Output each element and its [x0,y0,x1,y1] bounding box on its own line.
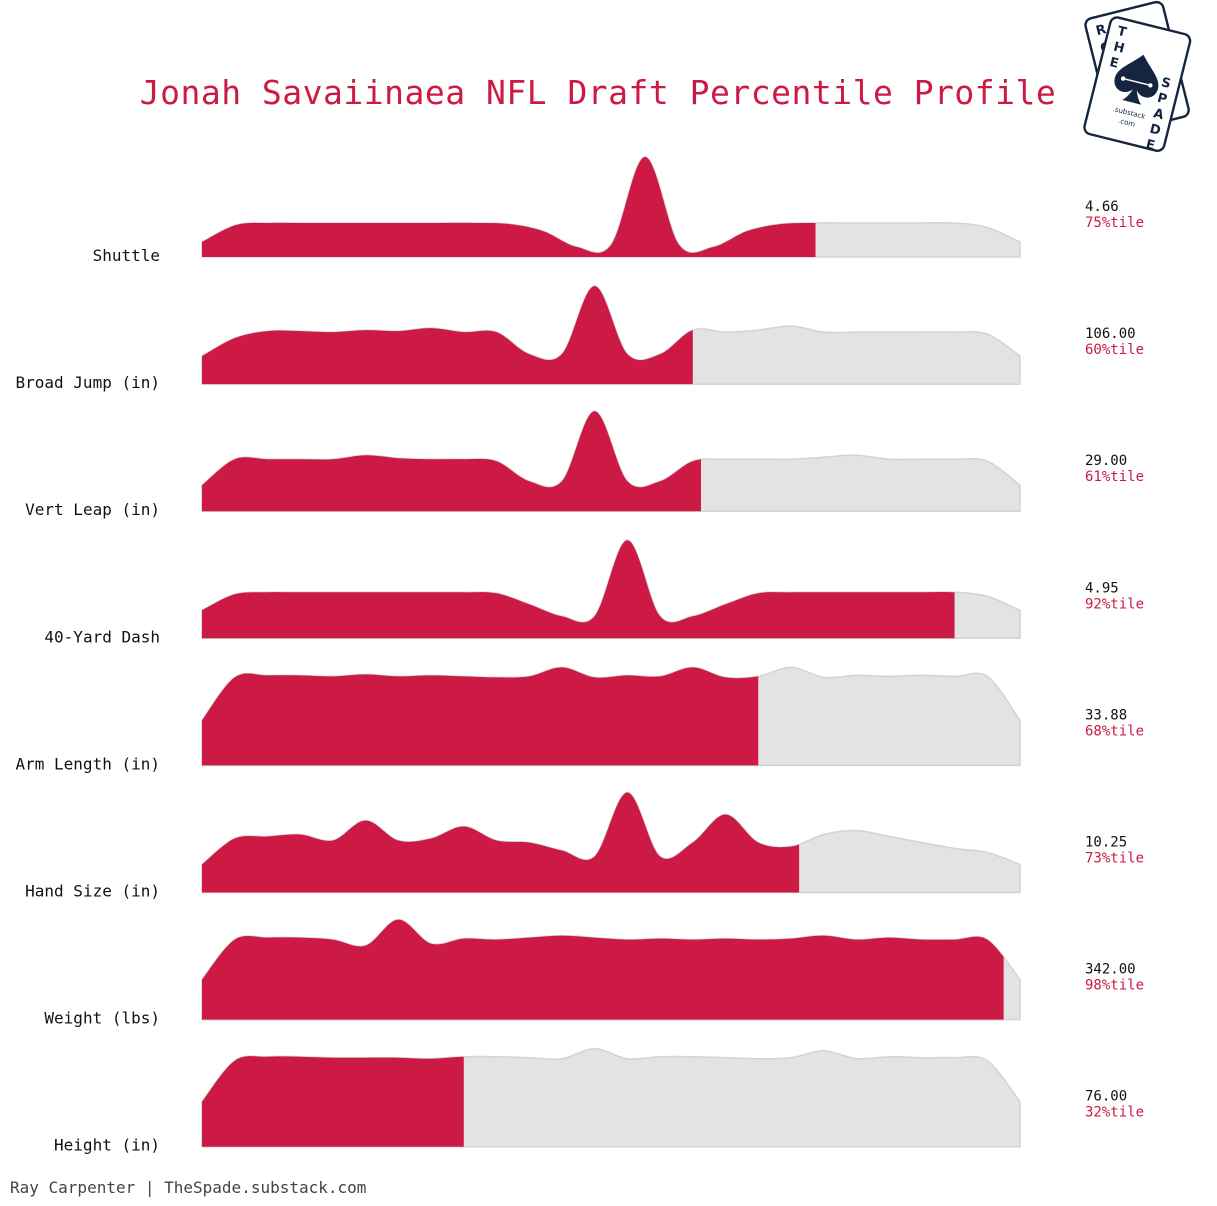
percentile-fill [202,157,816,257]
metric-value: 10.25 [1085,835,1127,851]
metric-value: 4.95 [1085,580,1119,596]
percentile-label: 68%tile [1085,723,1144,739]
percentile-label: 61%tile [1085,469,1144,485]
spade-icon [1114,54,1159,105]
percentile-label: 92%tile [1085,596,1144,612]
logo-back-letter: R [1094,22,1107,39]
metric-label: Weight (lbs) [44,1009,160,1028]
metric-label: Vert Leap (in) [25,500,160,519]
metric-label: 40-Yard Dash [44,627,160,646]
metric-label: Height (in) [54,1136,160,1155]
logo-letter: E [1108,55,1120,72]
metric-label: Shuttle [93,246,160,265]
percentile-fill [202,667,759,766]
logo-letter: E [1144,137,1156,154]
metric-value: 106.00 [1085,326,1136,342]
percentile-fill [202,540,955,639]
metric-label: Arm Length (in) [16,754,161,773]
percentile-label: 32%tile [1085,1105,1144,1121]
metric-label: Hand Size (in) [25,882,160,901]
logo-letter: D [1148,122,1162,139]
percentile-fill [202,411,701,512]
logo-front-card: T H E S P A D E .substack .com [1083,16,1192,154]
percentile-fill [202,1056,464,1147]
metric-value: 4.66 [1085,199,1119,215]
percentile-label: 60%tile [1085,342,1144,358]
logo-com-text: .com [1117,117,1136,129]
metric-value: 342.00 [1085,962,1136,978]
percentile-fill [202,792,800,893]
logo-letter: A [1152,106,1165,123]
percentile-fill [202,919,1004,1020]
logo-letter: P [1156,91,1169,108]
metric-value: 29.00 [1085,453,1127,469]
percentile-fill [202,286,693,385]
logo-letter: S [1160,75,1173,92]
logo-letter: T [1116,24,1128,41]
metric-label: Broad Jump (in) [16,373,161,392]
chart-title: Jonah Savaiinaea NFL Draft Percentile Pr… [140,73,1057,112]
the-spade-logo: R C E T H E S P A D E .substack .com [1083,0,1192,154]
spade-line [1123,77,1151,87]
credit-text: Ray Carpenter | TheSpade.substack.com [10,1178,366,1197]
metric-value: 76.00 [1085,1089,1127,1105]
percentile-label: 75%tile [1085,215,1144,231]
metric-value: 33.88 [1085,707,1127,723]
logo-letter: H [1112,40,1126,57]
percentile-label: 73%tile [1085,851,1144,867]
percentile-label: 98%tile [1085,978,1144,994]
